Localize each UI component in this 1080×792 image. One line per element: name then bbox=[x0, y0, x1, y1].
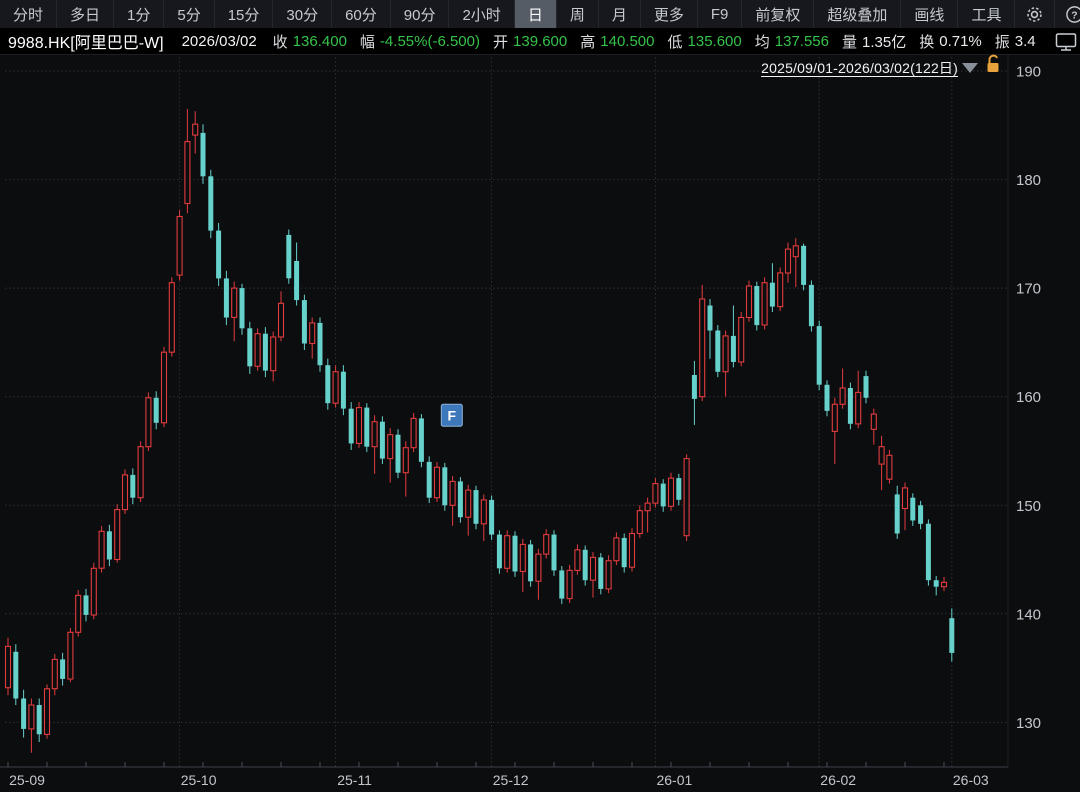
quote-field-label: 幅 bbox=[359, 33, 375, 51]
quote-field-收: 收 136.400 bbox=[273, 31, 347, 52]
quote-field-label: 量 bbox=[842, 33, 858, 51]
grid bbox=[5, 57, 1008, 767]
quote-field-label: 均 bbox=[754, 33, 770, 51]
unlock-icon[interactable] bbox=[986, 53, 1001, 75]
svg-text:150: 150 bbox=[1016, 498, 1041, 515]
svg-text:26-02: 26-02 bbox=[820, 772, 856, 788]
svg-text:25-12: 25-12 bbox=[493, 772, 529, 788]
quote-field-label: 振 bbox=[994, 33, 1010, 51]
quote-field-量: 量 1.35亿 bbox=[842, 31, 906, 52]
toolbar-item-日[interactable]: 日 bbox=[513, 0, 556, 28]
toolbar-item-90分[interactable]: 90分 bbox=[389, 0, 449, 28]
quote-field-value: 139.600 bbox=[513, 32, 568, 50]
svg-text:190: 190 bbox=[1016, 64, 1041, 81]
quote-field-value: 137.556 bbox=[774, 32, 829, 50]
svg-text:130: 130 bbox=[1016, 715, 1041, 732]
toolbar-button-画线[interactable]: 画线 bbox=[900, 0, 957, 28]
toolbar-button-前复权[interactable]: 前复权 bbox=[741, 0, 813, 28]
quote-field-label: 收 bbox=[272, 33, 288, 51]
x-axis-labels: 25-09 25-10 25-11 25-12 26-01 26-02 26-03 bbox=[9, 772, 989, 788]
quote-field-value: 0.71% bbox=[939, 32, 982, 50]
date-range-selector[interactable]: 2025/09/01-2026/03/02(122日) bbox=[761, 60, 958, 76]
quote-field-均: 均 137.556 bbox=[755, 31, 829, 52]
triangle-down-icon[interactable] bbox=[962, 63, 978, 73]
period-toolbar: 分时 多日 1分 5分 15分 30分 60分 90分 2小时日周月更多 F9 前复权 超级叠加 画线… bbox=[0, 0, 1080, 28]
quote-field-开: 开 139.600 bbox=[493, 31, 567, 52]
svg-text:?: ? bbox=[1072, 10, 1078, 21]
quote-field-label: 低 bbox=[667, 33, 683, 51]
quote-field-label: 高 bbox=[580, 33, 596, 51]
quote-field-换: 换 0.71% bbox=[919, 31, 982, 52]
toolbar-button-F9[interactable]: F9 bbox=[696, 0, 742, 28]
quote-date: 2026/03/02 bbox=[181, 32, 257, 50]
quote-field-value: 136.400 bbox=[292, 32, 347, 50]
quote-field-value: 140.500 bbox=[600, 32, 655, 50]
svg-text:26-01: 26-01 bbox=[656, 772, 692, 788]
toolbar-item-60分[interactable]: 60分 bbox=[331, 0, 390, 28]
stock-symbol: 9988.HK[阿里巴巴-W] bbox=[8, 35, 164, 52]
toolbar-item-1分[interactable]: 1分 bbox=[113, 0, 163, 28]
toolbar-item-周[interactable]: 周 bbox=[555, 0, 598, 28]
quote-field-value: 135.600 bbox=[687, 32, 742, 50]
candlestick-chart[interactable]: 190 180 170 160 150 140 130 25-09 25-10 25-11 25-1… bbox=[0, 55, 1080, 792]
quote-field-高: 高 140.500 bbox=[580, 31, 654, 52]
y-axis-labels: 190 180 170 160 150 140 130 bbox=[1016, 64, 1041, 732]
quote-field-value: 1.35亿 bbox=[862, 33, 907, 51]
toolbar-left: 分时 多日 1分 5分 15分 30分 60分 90分 2小时日周月更多 bbox=[0, 0, 697, 28]
toolbar-item-15分[interactable]: 15分 bbox=[213, 0, 273, 28]
axis-frame bbox=[0, 55, 1009, 768]
svg-text:160: 160 bbox=[1016, 389, 1041, 406]
toolbar-item-分时[interactable]: 分时 bbox=[13, 6, 44, 24]
quote-field-label: 开 bbox=[493, 33, 509, 51]
quote-fields: 收 136.400 幅 -4.55%(-6.500) 开 139.600 高 140.500 低… bbox=[273, 31, 1049, 52]
quote-field-label: 换 bbox=[919, 33, 935, 51]
svg-text:25-10: 25-10 bbox=[181, 772, 217, 788]
svg-text:180: 180 bbox=[1016, 172, 1041, 189]
toolbar-item-2小时[interactable]: 2小时 bbox=[448, 0, 513, 28]
monitor-icon[interactable] bbox=[1054, 31, 1078, 53]
quote-field-value: -4.55%(-6.500) bbox=[379, 32, 480, 50]
quote-field-低: 低 135.600 bbox=[668, 31, 742, 52]
svg-text:25-11: 25-11 bbox=[337, 772, 372, 788]
toolbar-item-多日[interactable]: 多日 bbox=[56, 0, 113, 28]
gear-icon[interactable] bbox=[1014, 0, 1054, 28]
toolbar-item-月[interactable]: 月 bbox=[597, 0, 640, 28]
svg-text:26-03: 26-03 bbox=[953, 772, 989, 788]
toolbar-item-5分[interactable]: 5分 bbox=[163, 0, 213, 28]
candles bbox=[4, 109, 955, 753]
svg-text:25-09: 25-09 bbox=[9, 772, 45, 788]
quote-field-幅: 幅 -4.55%(-6.500) bbox=[360, 31, 480, 52]
svg-text:170: 170 bbox=[1016, 281, 1041, 298]
quote-bar: 9988.HK[阿里巴巴-W] 2026/03/02 收 136.400 幅 -4.5… bbox=[0, 28, 1080, 54]
chart-area: 190 180 170 160 150 140 130 25-09 25-10 25-11 25-1… bbox=[0, 54, 1080, 792]
quote-field-value: 3.4 bbox=[1014, 32, 1036, 50]
toolbar-button-工具[interactable]: 工具 bbox=[957, 0, 1014, 28]
toolbar-button-超级叠加[interactable]: 超级叠加 bbox=[813, 0, 900, 28]
toolbar-item-更多[interactable]: 更多 bbox=[639, 0, 697, 28]
svg-text:F: F bbox=[448, 407, 457, 423]
svg-text:140: 140 bbox=[1016, 606, 1041, 623]
quote-field-振: 振 3.4 bbox=[995, 31, 1036, 52]
toolbar-item-30分[interactable]: 30分 bbox=[272, 0, 331, 28]
event-marker-F[interactable]: F bbox=[440, 403, 463, 427]
help-icon[interactable]: ? bbox=[1054, 0, 1080, 28]
